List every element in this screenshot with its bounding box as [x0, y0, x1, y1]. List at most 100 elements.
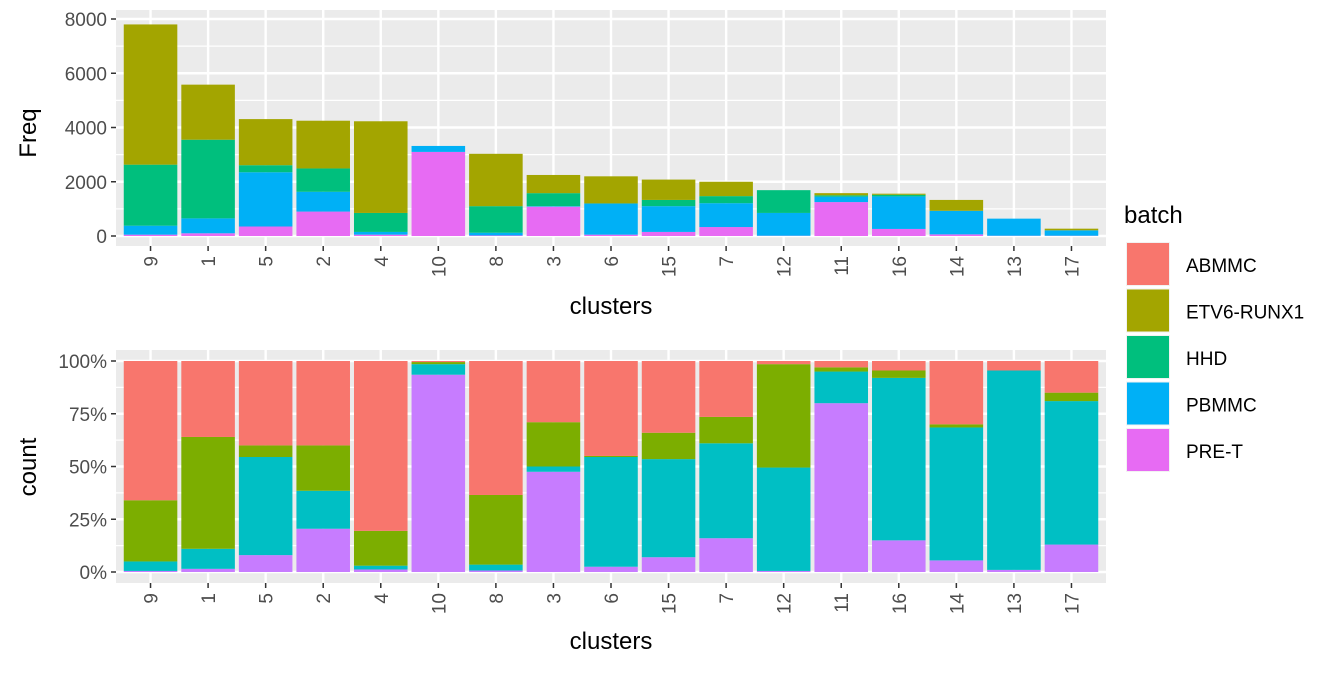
bar-segment-etv6-runx1-cluster-14 — [930, 200, 984, 211]
bar-segment-etv6-runx1-cluster-11 — [814, 361, 868, 367]
bar-segment-hhd-cluster-11 — [814, 195, 868, 196]
legend-swatch-etv6-runx1 — [1127, 290, 1169, 332]
bar-segment-hhd-cluster-2 — [296, 168, 350, 191]
bar-segment-etv6-runx1-cluster-9 — [124, 24, 178, 164]
bar-segment-etv6-runx1-cluster-6 — [584, 361, 638, 456]
bar-segment-pbmmc-cluster-10 — [412, 146, 466, 152]
bar-segment-hhd-cluster-4 — [354, 213, 408, 232]
x-tick-label: 7 — [717, 256, 738, 267]
bar-segment-pre-t-cluster-1 — [181, 233, 235, 236]
bar-segment-hhd-cluster-9 — [124, 165, 178, 226]
bar-segment-pre-t-cluster-4 — [354, 235, 408, 236]
bar-segment-pre-t-cluster-17 — [1045, 545, 1099, 572]
x-tick-label: 13 — [1005, 593, 1026, 614]
bar-segment-pbmmc-cluster-12 — [757, 213, 811, 236]
bar-segment-pbmmc-cluster-17 — [1045, 230, 1099, 235]
bar-segment-etv6-runx1-cluster-1 — [181, 85, 235, 140]
bar-segment-pbmmc-cluster-11 — [814, 197, 868, 202]
x-tick-label: 15 — [660, 256, 681, 277]
bar-segment-pbmmc-cluster-8 — [469, 233, 523, 236]
legend-swatch-pre-t — [1127, 429, 1169, 471]
bar-segment-pbmmc-cluster-1 — [181, 218, 235, 233]
bar-segment-hhd-cluster-1 — [181, 437, 235, 549]
bar-segment-hhd-cluster-16 — [872, 195, 926, 197]
bar-segment-etv6-runx1-cluster-16 — [872, 194, 926, 195]
bar-segment-pbmmc-cluster-13 — [987, 219, 1041, 236]
legend-label: ETV6-RUNX1 — [1186, 303, 1304, 324]
y-tick-label: 8000 — [65, 10, 107, 31]
bar-segment-pre-t-cluster-13 — [987, 570, 1041, 572]
y-tick-label: 75% — [69, 405, 107, 426]
legend-label: PBMMC — [1186, 396, 1257, 417]
bar-segment-hhd-cluster-6 — [584, 456, 638, 457]
legend-label: ABMMC — [1186, 256, 1257, 277]
bar-segment-pbmmc-cluster-7 — [699, 443, 753, 538]
x-tick-label: 12 — [775, 256, 796, 277]
x-tick-label: 3 — [544, 593, 565, 604]
bar-segment-pbmmc-cluster-14 — [930, 211, 984, 235]
x-tick-label: 1 — [199, 256, 220, 267]
x-tick-label: 13 — [1005, 256, 1026, 277]
x-tick-label: 10 — [429, 593, 450, 614]
bar-segment-etv6-runx1-cluster-16 — [872, 361, 926, 370]
y-tick-label: 2000 — [65, 173, 107, 194]
bar-segment-pbmmc-cluster-17 — [1045, 401, 1099, 544]
bar-segment-pbmmc-cluster-9 — [124, 226, 178, 235]
bar-segment-pbmmc-cluster-4 — [354, 232, 408, 235]
bar-segment-pbmmc-cluster-12 — [757, 468, 811, 571]
bar-segment-pre-t-cluster-6 — [584, 567, 638, 572]
bar-segment-hhd-cluster-5 — [239, 445, 293, 457]
x-tick-label: 15 — [660, 593, 681, 614]
bar-segment-hhd-cluster-7 — [699, 417, 753, 443]
bar-segment-etv6-runx1-cluster-9 — [124, 361, 178, 500]
bar-segment-pre-t-cluster-9 — [124, 235, 178, 236]
y-tick-label: 25% — [69, 510, 107, 531]
bar-segment-hhd-cluster-9 — [124, 500, 178, 561]
x-tick-label: 10 — [429, 256, 450, 277]
bar-segment-etv6-runx1-cluster-7 — [699, 182, 753, 196]
bar-segment-etv6-runx1-cluster-4 — [354, 121, 408, 213]
bar-segment-pbmmc-cluster-16 — [872, 378, 926, 540]
x-tick-label: 2 — [314, 256, 335, 267]
bar-segment-pre-t-cluster-2 — [296, 529, 350, 572]
x-tick-label: 6 — [602, 256, 623, 267]
x-tick-label: 5 — [257, 593, 278, 604]
y-tick-label: 0 — [96, 227, 107, 248]
bar-segment-hhd-cluster-11 — [814, 367, 868, 371]
bar-segment-hhd-cluster-16 — [872, 370, 926, 377]
bar-segment-etv6-runx1-cluster-3 — [527, 361, 581, 422]
bar-segment-pre-t-cluster-3 — [527, 207, 581, 236]
bar-segment-pre-t-cluster-8 — [469, 235, 523, 236]
bar-segment-hhd-cluster-15 — [642, 433, 696, 459]
x-tick-label: 2 — [314, 593, 335, 604]
bar-segment-pre-t-cluster-11 — [814, 403, 868, 572]
bar-segment-pre-t-cluster-5 — [239, 555, 293, 572]
bar-segment-etv6-runx1-cluster-6 — [584, 176, 638, 203]
bar-segment-hhd-cluster-7 — [699, 196, 753, 203]
legend-swatch-hhd — [1127, 336, 1169, 378]
bar-segment-pbmmc-cluster-3 — [527, 467, 581, 472]
bar-segment-pbmmc-cluster-7 — [699, 203, 753, 227]
x-tick-label: 1 — [199, 593, 220, 604]
x-axis-title: clusters — [570, 293, 653, 320]
x-tick-label: 17 — [1062, 593, 1083, 614]
bar-segment-hhd-cluster-3 — [527, 422, 581, 466]
x-tick-label: 8 — [487, 593, 508, 604]
bar-segment-etv6-runx1-cluster-17 — [1045, 229, 1099, 231]
legend-title: batch — [1124, 202, 1183, 229]
bar-segment-pbmmc-cluster-15 — [642, 459, 696, 557]
bar-segment-pre-t-cluster-10 — [412, 375, 466, 572]
bar-segment-hhd-cluster-17 — [1045, 393, 1099, 401]
bar-segment-pbmmc-cluster-13 — [987, 370, 1041, 569]
x-tick-label: 11 — [832, 593, 853, 613]
bar-segment-pbmmc-cluster-2 — [296, 491, 350, 529]
bar-segment-etv6-runx1-cluster-11 — [814, 193, 868, 195]
bar-segment-etv6-runx1-cluster-8 — [469, 154, 523, 206]
x-tick-label: 16 — [890, 593, 911, 614]
x-tick-label: 17 — [1062, 256, 1083, 277]
bar-segment-pre-t-cluster-2 — [296, 212, 350, 236]
bar-segment-pre-t-cluster-4 — [354, 569, 408, 572]
x-tick-label: 9 — [142, 256, 163, 267]
